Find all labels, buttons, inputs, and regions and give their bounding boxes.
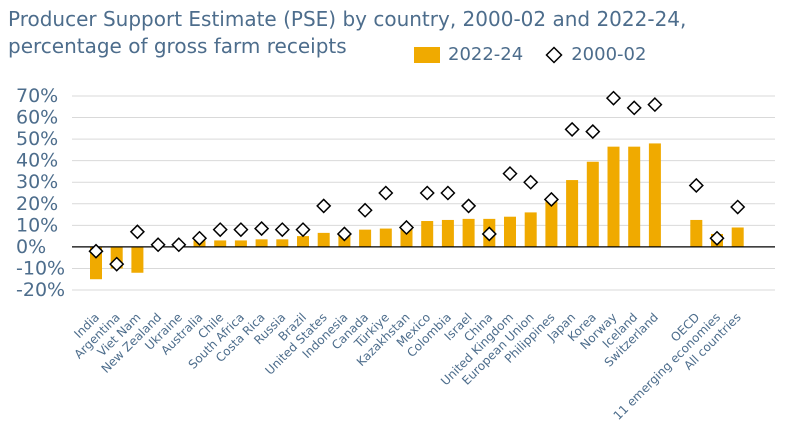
bar-chile — [214, 240, 227, 247]
y-tick-label-40: 40% — [16, 150, 58, 172]
bar-costa-rica — [255, 239, 268, 247]
marker-chile — [212, 222, 228, 238]
marker-united-kingdom — [502, 166, 518, 182]
y-tick-label-20: -20% — [16, 279, 65, 301]
marker-china — [481, 226, 497, 242]
marker-argentina — [109, 256, 125, 272]
marker-canada — [357, 202, 373, 218]
y-tick-label-0: 0% — [16, 236, 46, 258]
bar-japan — [566, 180, 579, 247]
legend-item-2000-02: 2000-02 — [545, 44, 646, 65]
bar-united-kingdom — [504, 216, 516, 247]
marker-11-emerging-economies — [709, 230, 725, 246]
bar-united-states — [317, 232, 330, 247]
y-tick-label-20: 20% — [16, 193, 58, 215]
bar-viet-nam — [131, 246, 144, 273]
chart-title-line2: percentage of gross farm receipts — [8, 34, 347, 58]
bar-european-union — [524, 212, 537, 247]
marker-australia — [191, 230, 208, 246]
bar-colombia — [441, 219, 454, 247]
bar-israel — [462, 218, 475, 247]
marker-brazil — [295, 222, 311, 238]
marker-philippines — [543, 191, 559, 208]
marker-korea — [585, 124, 601, 140]
marker-norway — [605, 90, 622, 106]
marker-switzerland — [647, 97, 663, 113]
marker-south-africa — [233, 222, 249, 238]
legend: 2022-24 2000-02 — [414, 44, 668, 65]
marker-ukraine — [171, 237, 187, 253]
legend-bar-swatch — [414, 46, 440, 63]
bar-norway — [607, 146, 620, 247]
y-tick-label-50: 50% — [16, 128, 58, 150]
marker-mexico — [419, 185, 435, 201]
bar-russia — [276, 239, 289, 247]
y-tick-label-30: 30% — [16, 171, 58, 193]
marker-japan — [564, 121, 580, 137]
marker-oecd — [688, 177, 704, 194]
y-tick-label-10: -10% — [16, 257, 65, 279]
chart-title: Producer Support Estimate (PSE) by count… — [8, 6, 686, 60]
marker-iceland — [626, 100, 642, 116]
marker-viet-nam — [129, 224, 145, 240]
chart-title-line1: Producer Support Estimate (PSE) by count… — [8, 7, 687, 31]
marker-new-zealand — [150, 237, 166, 253]
marker-european-union — [523, 174, 539, 190]
legend-label-2022-24: 2022-24 — [448, 44, 524, 65]
marker-united-states — [316, 198, 332, 214]
legend-item-2022-24: 2022-24 — [414, 44, 523, 65]
marker-israel — [461, 198, 477, 214]
marker-all-countries — [730, 199, 746, 215]
bar-south-africa — [234, 240, 247, 247]
bar-korea — [586, 161, 599, 247]
marker-colombia — [440, 185, 456, 201]
bar-all-countries — [731, 227, 744, 247]
bar-oecd — [690, 219, 703, 247]
bar-t-rkiye — [379, 228, 392, 247]
y-tick-label-10: 10% — [16, 214, 58, 236]
marker-kazakhstan — [398, 219, 415, 236]
y-tick-label-70: 70% — [16, 85, 58, 107]
bar-switzerland — [648, 143, 661, 247]
marker-indonesia — [336, 226, 352, 242]
legend-label-2000-02: 2000-02 — [571, 44, 647, 65]
bar-kazakhstan — [400, 227, 413, 247]
marker-russia — [274, 222, 290, 238]
legend-diamond-icon — [545, 45, 563, 64]
marker-costa-rica — [254, 221, 270, 237]
bar-philippines — [545, 201, 558, 247]
marker-t-rkiye — [378, 185, 394, 201]
bar-iceland — [628, 146, 641, 247]
bar-canada — [359, 229, 372, 247]
bar-brazil — [297, 236, 309, 247]
bar-mexico — [421, 221, 434, 247]
y-tick-label-60: 60% — [16, 107, 58, 129]
marker-india — [88, 243, 104, 259]
